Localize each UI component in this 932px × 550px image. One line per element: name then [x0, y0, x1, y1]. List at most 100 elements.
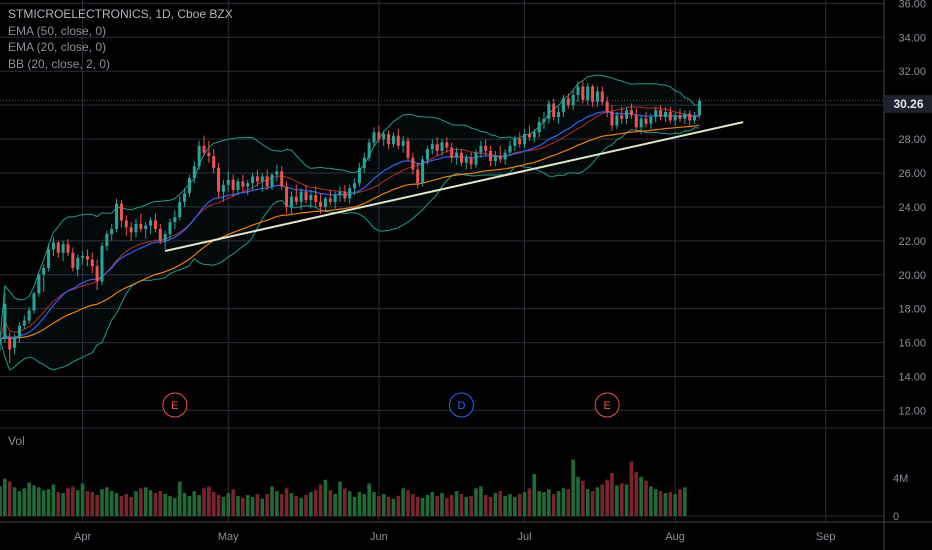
volume-bar	[202, 488, 206, 516]
volume-label: Vol	[8, 434, 25, 448]
event-marker[interactable]: D	[448, 392, 474, 418]
candle	[294, 184, 298, 206]
volume-bar	[479, 486, 483, 516]
legend-ema20[interactable]: EMA (20, close, 0)	[8, 40, 107, 54]
candle-body	[649, 117, 653, 124]
candle	[693, 111, 697, 124]
volume-bar	[683, 487, 687, 516]
time-axis: Apr May Jun Jul Aug Sep	[74, 531, 835, 543]
candle	[3, 293, 7, 343]
candle-body	[338, 191, 342, 196]
volume-bar	[27, 482, 31, 516]
candle-body	[265, 176, 269, 187]
candle-body	[100, 245, 104, 282]
candle	[537, 117, 541, 138]
candle	[391, 132, 395, 148]
volume-bar	[381, 494, 386, 516]
candle	[445, 137, 449, 153]
candle	[90, 252, 94, 274]
event-marker-label: E	[603, 400, 610, 412]
candle-body	[134, 223, 138, 233]
candle	[411, 152, 415, 175]
volume-bar	[551, 494, 556, 516]
candle	[51, 237, 55, 257]
candle	[425, 145, 429, 165]
candle	[479, 140, 483, 158]
price-axis: 12.00 14.00 16.00 18.00 20.00 22.00 24.00 26.00…	[893, 0, 926, 523]
candle	[629, 103, 633, 119]
candle-body	[440, 142, 444, 151]
candle	[435, 137, 439, 157]
candle-body	[71, 252, 75, 268]
volume-bar	[668, 492, 673, 516]
volume-bar	[483, 494, 488, 516]
candle-body	[605, 101, 609, 112]
candle-body	[119, 203, 123, 221]
candle-body	[406, 140, 410, 158]
candle	[110, 223, 114, 241]
event-marker-label: D	[457, 400, 465, 412]
volume-bar	[289, 493, 294, 516]
event-marker[interactable]: E	[594, 392, 620, 418]
candle-body	[153, 220, 157, 229]
candle-body	[260, 176, 264, 182]
candle-body	[532, 132, 536, 138]
candle	[105, 230, 109, 252]
candle-body	[489, 150, 493, 162]
price-tick-label: 32.00	[898, 66, 926, 78]
candle	[591, 84, 595, 107]
candle	[440, 139, 444, 157]
volume-bar	[124, 494, 129, 516]
legend-ema50[interactable]: EMA (50, close, 0)	[8, 23, 107, 38]
candle-body	[523, 133, 527, 145]
candle-body	[459, 152, 463, 163]
event-marker[interactable]: E	[162, 392, 188, 418]
candle	[659, 105, 663, 121]
candle	[212, 149, 216, 173]
volume-bar	[129, 496, 133, 516]
candle	[513, 135, 517, 151]
candle-body	[56, 242, 60, 253]
candle-body	[158, 228, 162, 241]
price-tick-label: 16.00	[898, 338, 926, 350]
candle-body	[343, 191, 347, 199]
candle-body	[314, 195, 318, 202]
price-tick-label: 28.00	[898, 134, 926, 146]
candle-body	[542, 118, 546, 123]
volume-bar	[226, 493, 231, 516]
candle-body	[503, 152, 507, 160]
volume-bar	[236, 495, 240, 516]
candle-body	[255, 176, 259, 182]
candle	[367, 139, 371, 162]
volume-bar	[90, 492, 95, 516]
candle	[377, 125, 381, 143]
volume-bar	[629, 461, 634, 516]
volume-bar	[639, 476, 643, 516]
volume-bar	[542, 492, 546, 516]
volume-bar	[445, 497, 449, 516]
candle	[299, 188, 303, 211]
volume-bar	[41, 490, 46, 516]
candle	[275, 164, 279, 182]
candle	[668, 106, 672, 124]
volume-bar	[678, 489, 682, 516]
candle-body	[668, 111, 672, 121]
volume-bar	[7, 481, 12, 516]
volume-bar	[420, 497, 425, 516]
volume-bar	[653, 489, 658, 516]
price-tick-label: 20.00	[898, 270, 926, 282]
volume-bar	[493, 493, 498, 516]
candle	[314, 186, 318, 207]
volume-bar	[600, 484, 605, 516]
candle-body	[110, 228, 114, 235]
candle-body	[3, 303, 7, 340]
legend-bb[interactable]: BB (20, close, 2, 0)	[8, 56, 111, 71]
volume-bar	[221, 496, 226, 516]
volume-bar	[396, 495, 401, 516]
volume-bar	[406, 490, 410, 516]
volume-bar	[513, 496, 517, 516]
volume-bar	[46, 489, 51, 516]
candle-body	[620, 115, 624, 119]
volume-bar	[100, 489, 104, 516]
